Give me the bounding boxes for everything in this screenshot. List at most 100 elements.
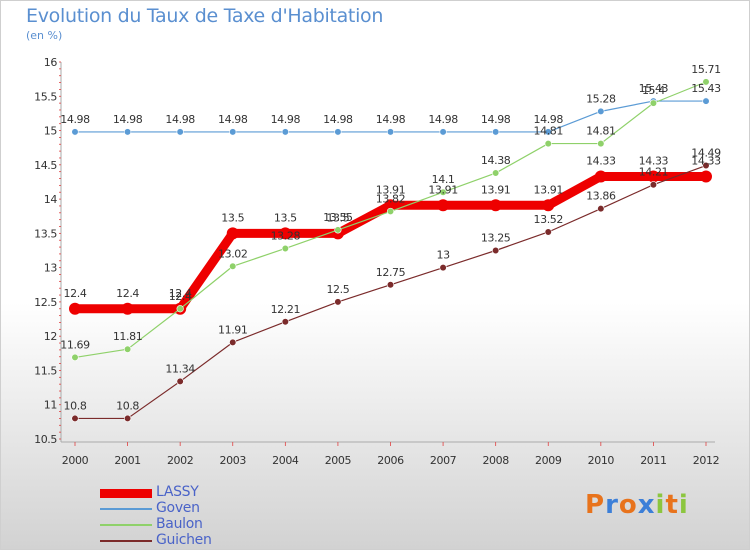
y-tick-label: 10.5: [34, 433, 57, 446]
chart-series: [69, 78, 712, 423]
legend-swatch: [100, 488, 152, 498]
data-label: 14.98: [218, 113, 248, 126]
data-point: [702, 97, 710, 105]
data-label: 13.5: [274, 211, 297, 224]
data-point: [492, 169, 500, 177]
data-point: [226, 227, 239, 240]
data-point: [702, 78, 710, 86]
data-label: 13.02: [218, 247, 248, 260]
y-tick-label: 11.5: [34, 364, 57, 377]
data-label: 15.43: [639, 82, 669, 95]
legend: LASSY Goven Baulon Guichen: [100, 484, 260, 549]
data-label: 13.52: [534, 213, 564, 226]
legend-item-guichen: Guichen: [100, 532, 260, 549]
data-point: [334, 128, 342, 136]
data-point: [702, 161, 710, 170]
series-guichen: [71, 161, 710, 423]
data-label: 12.21: [271, 303, 301, 316]
data-point: [176, 377, 184, 386]
data-label: 14.1: [432, 173, 455, 186]
data-point: [544, 228, 552, 236]
data-label: 12.75: [376, 266, 406, 279]
data-point: [71, 414, 79, 423]
x-tick-label: 2008: [482, 454, 509, 467]
data-point: [281, 244, 289, 253]
data-label: 12.4: [169, 290, 192, 303]
data-point: [386, 128, 395, 136]
y-tick-label: 12.5: [34, 296, 57, 309]
data-label: 13.91: [481, 183, 511, 196]
data-label: 14.98: [323, 113, 353, 126]
data-label: 14.98: [534, 113, 564, 126]
data-point: [334, 298, 342, 306]
data-point: [123, 414, 132, 423]
logo-letter: o: [618, 490, 638, 520]
y-tick-label: 14.5: [34, 159, 57, 172]
data-point: [121, 302, 134, 315]
data-label: 13.91: [534, 183, 564, 196]
data-point: [384, 199, 397, 212]
x-tick-label: 2004: [272, 454, 299, 467]
data-point: [597, 205, 605, 213]
data-label: 12.5: [326, 283, 349, 296]
x-tick-label: 2002: [167, 454, 193, 467]
data-point: [281, 318, 289, 326]
y-tick-label: 14: [44, 193, 58, 206]
y-tick-label: 11: [44, 399, 57, 412]
data-label: 14.98: [271, 113, 301, 126]
data-point: [229, 128, 237, 136]
data-label: 11.69: [60, 338, 90, 351]
data-point: [71, 128, 79, 136]
chart-subtitle: (en %): [26, 29, 63, 42]
data-label: 14.81: [586, 125, 616, 138]
data-point: [279, 227, 292, 240]
data-label: 14.33: [586, 154, 616, 167]
data-label: 11.91: [218, 323, 248, 336]
data-label: 14.98: [481, 113, 511, 126]
data-label: 13.25: [481, 232, 511, 245]
data-label: 13.86: [586, 190, 616, 203]
logo-letter: x: [637, 490, 656, 520]
x-tick-label: 2005: [325, 454, 352, 467]
data-point: [439, 264, 447, 272]
data-label: 15.28: [586, 92, 616, 105]
series-baulon: [71, 78, 710, 362]
logo-letter: i: [655, 490, 666, 520]
data-point: [649, 99, 658, 107]
data-point: [649, 181, 658, 189]
data-point: [386, 207, 395, 216]
data-point: [594, 170, 607, 183]
data-point: [176, 128, 184, 136]
data-label: 13.55: [323, 211, 353, 224]
logo-letter: t: [665, 490, 679, 520]
data-point: [542, 199, 555, 212]
data-label: 14.98: [60, 113, 90, 126]
x-tick-label: 2003: [220, 454, 247, 467]
x-tick-label: 2012: [693, 454, 719, 467]
legend-label: Guichen: [156, 532, 212, 548]
data-label: 14.49: [691, 147, 721, 160]
data-point: [229, 262, 237, 270]
legend-item-baulon: Baulon: [100, 516, 260, 533]
legend-item-goven: Goven: [100, 500, 260, 517]
data-point: [123, 128, 132, 136]
data-label: 12.4: [64, 287, 87, 300]
data-point: [597, 107, 605, 115]
data-label: 14.33: [639, 154, 669, 167]
data-label: 15.43: [691, 82, 721, 95]
data-label: 14.98: [376, 113, 406, 126]
legend-swatch: [100, 508, 152, 510]
y-tick-label: 15.5: [34, 90, 57, 103]
data-point: [492, 246, 500, 255]
logo-letter: P: [585, 490, 606, 520]
data-point: [229, 338, 237, 346]
legend-label: LASSY: [156, 484, 199, 500]
data-point: [700, 170, 712, 183]
legend-label: Baulon: [156, 516, 203, 532]
data-point: [439, 128, 447, 136]
data-point: [123, 345, 132, 353]
data-point: [489, 199, 502, 212]
data-label: 14.21: [639, 166, 669, 179]
x-tick-label: 2009: [535, 454, 562, 467]
data-label: 13.28: [271, 229, 301, 242]
